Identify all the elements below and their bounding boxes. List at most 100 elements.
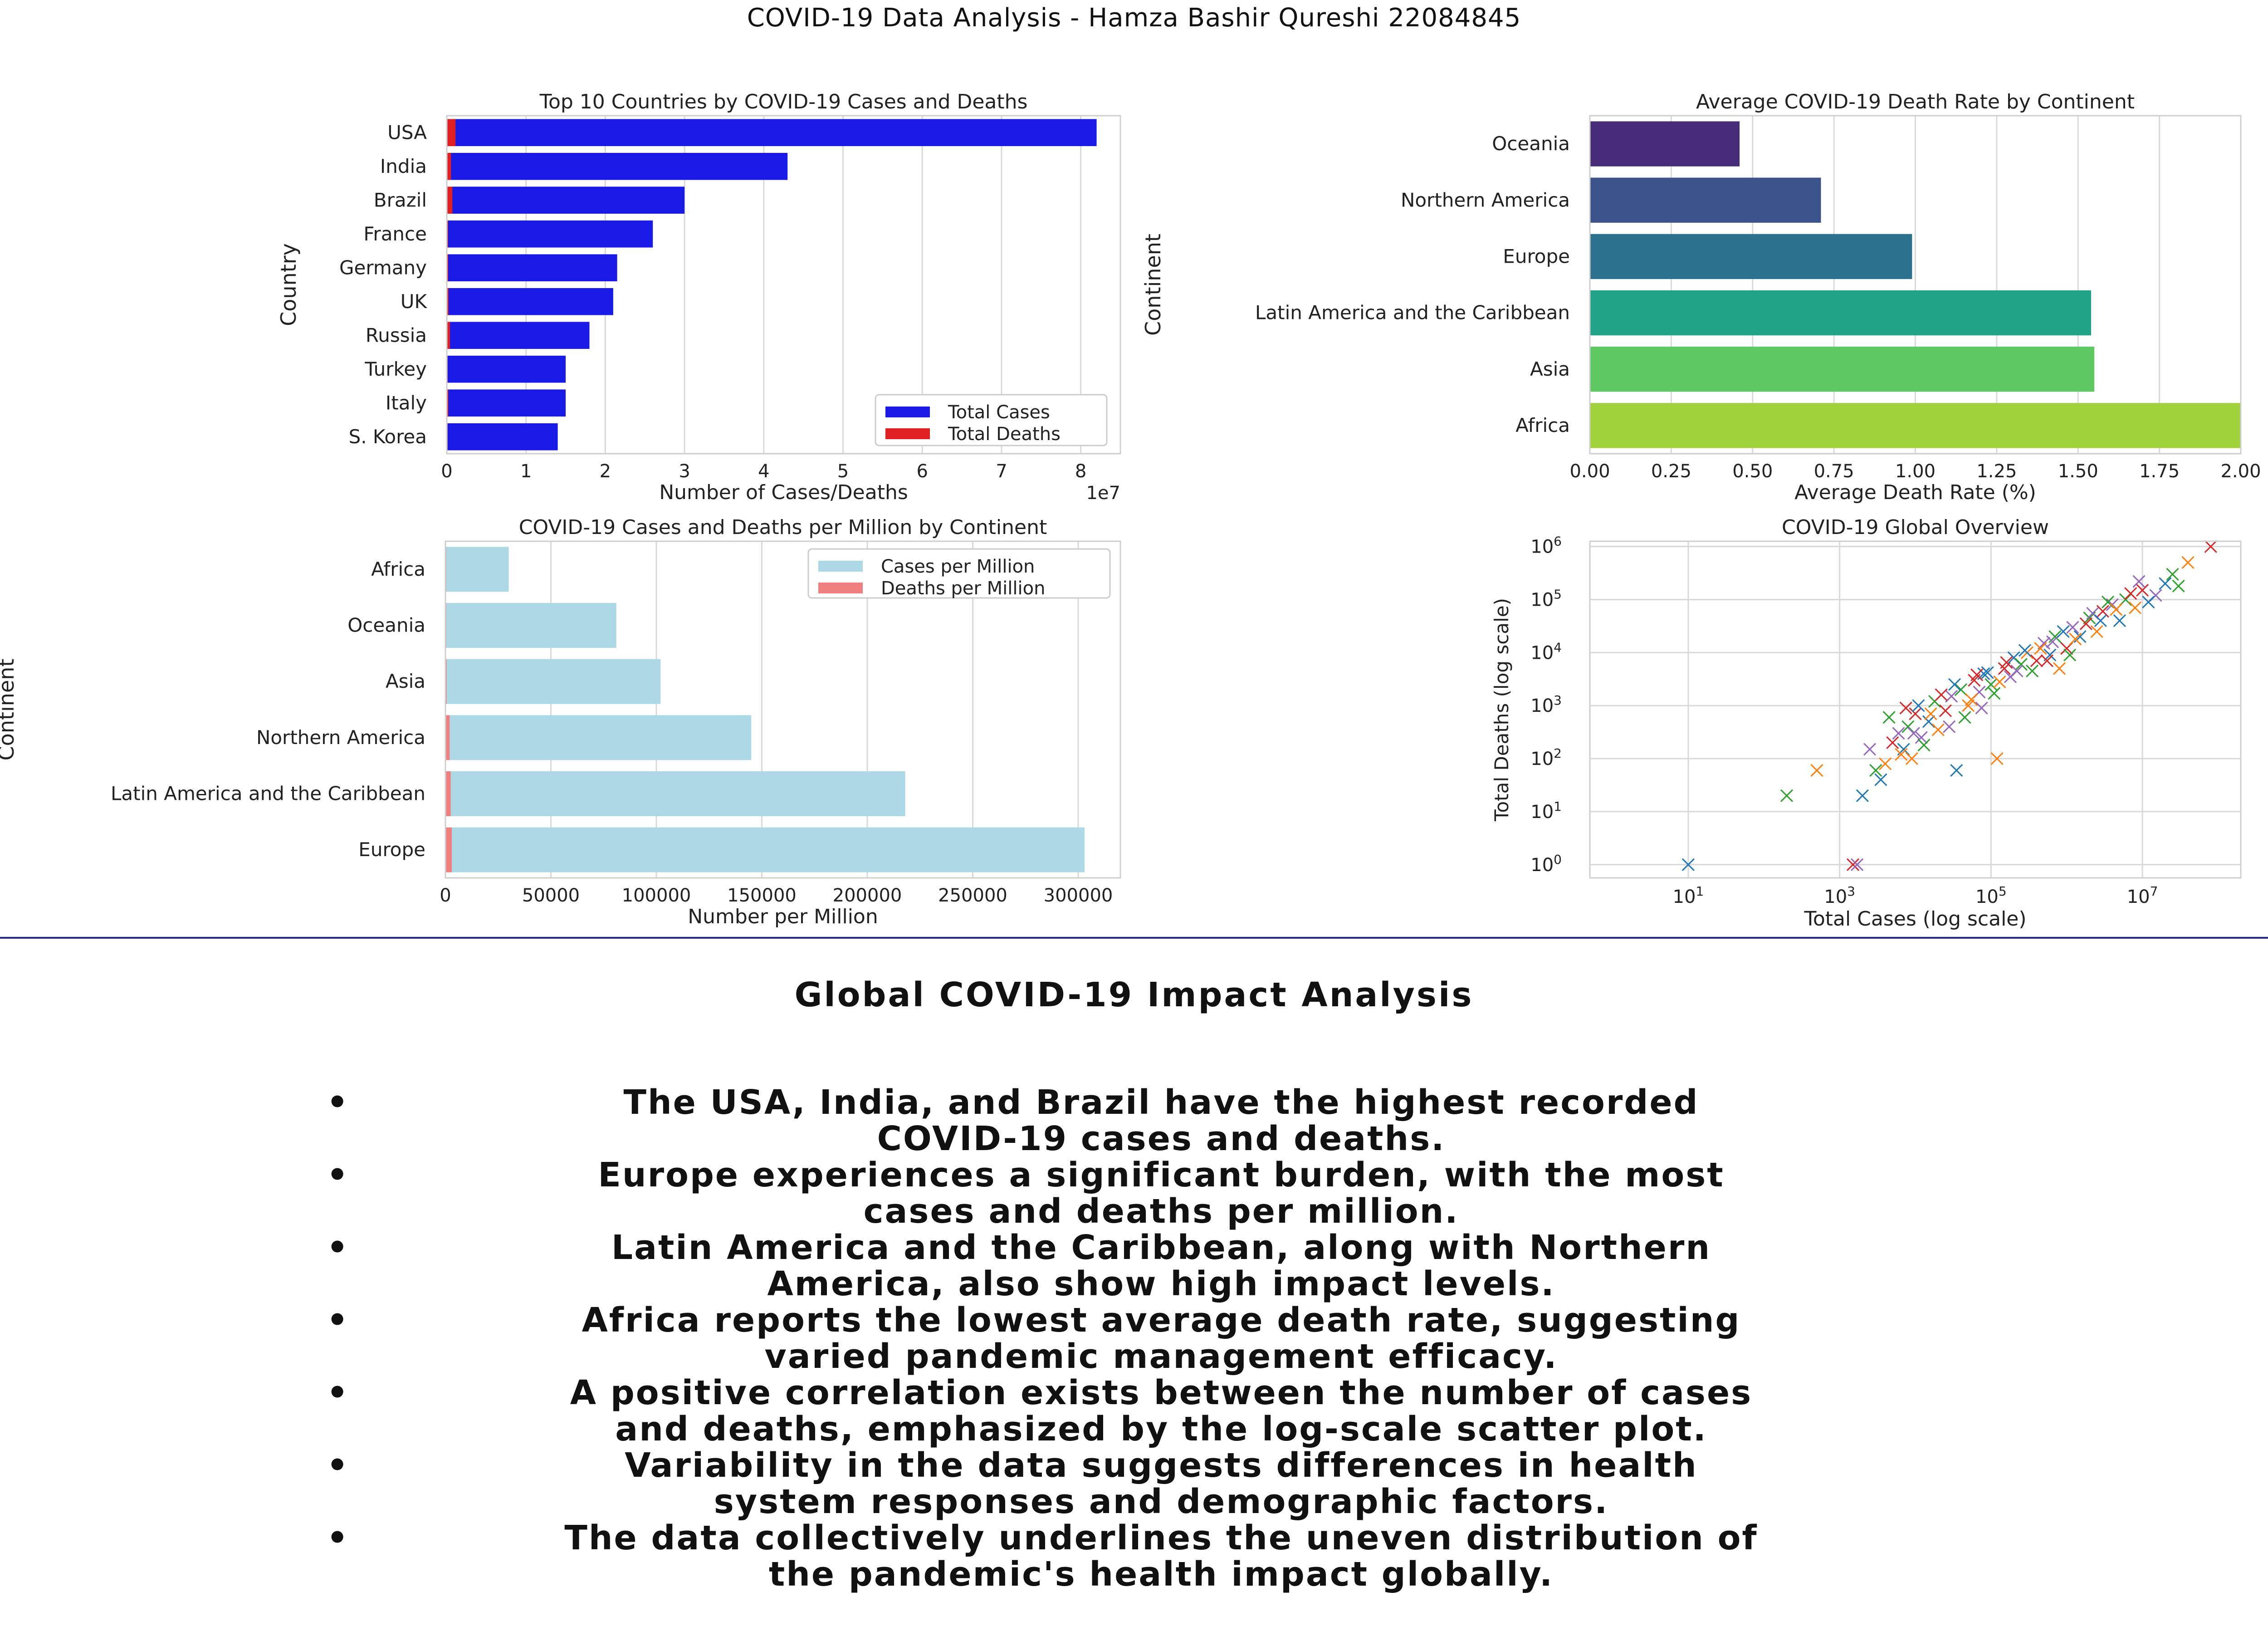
x-tick-label: 6	[917, 461, 928, 482]
x-tick-label: 50000	[522, 885, 580, 906]
scatter-point	[1922, 715, 1935, 728]
plot-frame	[445, 540, 1121, 879]
bar	[447, 220, 653, 248]
scatter-point	[1874, 773, 1887, 786]
y-tick-label: 102	[1530, 746, 1562, 769]
bar	[447, 389, 566, 417]
legend-label: Total Cases	[948, 402, 1050, 423]
bar	[447, 152, 788, 180]
section-divider	[0, 937, 2268, 939]
scatter-point	[1899, 701, 1912, 715]
scatter-point	[1943, 720, 1956, 733]
bullet-icon: •	[327, 1083, 350, 1122]
scatter-point	[1965, 693, 1978, 706]
y-tick-label: 106	[1530, 534, 1562, 558]
scatter-point	[1846, 858, 1860, 871]
y-tick-label: 101	[1530, 799, 1562, 823]
x-tick-label: 0	[440, 885, 451, 906]
bar	[1590, 177, 1821, 223]
scatter-point	[1984, 678, 1998, 691]
scatter-point	[1856, 789, 1869, 802]
scatter-point	[2079, 617, 2092, 630]
y-tick-label: Latin America and the Caribbean	[111, 783, 425, 805]
scatter-point	[1962, 699, 1975, 712]
bar	[1590, 234, 1912, 279]
summary-line: cases and deaths per million.	[863, 1192, 1459, 1231]
summary-line: COVID-19 cases and deaths.	[877, 1119, 1446, 1158]
scatter-point	[1901, 720, 1915, 733]
scatter-point	[2018, 644, 2032, 657]
x-tick-label: 0.75	[1814, 461, 1854, 482]
scatter-point	[2110, 603, 2123, 616]
summary-line: The USA, India, and Brazil have the high…	[623, 1083, 1699, 1122]
plot-frame	[1589, 540, 2242, 879]
scatter-point	[1975, 701, 1988, 715]
legend-swatch	[818, 561, 863, 572]
bar	[445, 547, 509, 592]
y-tick-label: 103	[1530, 693, 1562, 716]
scatter-point	[1810, 764, 1823, 777]
scatter-point	[1909, 707, 1922, 720]
summary-line: Variability in the data suggests differe…	[625, 1446, 1698, 1485]
legend-box	[807, 548, 1111, 599]
scatter-point	[1954, 683, 1968, 696]
y-tick-label: India	[380, 155, 427, 177]
bar	[447, 119, 456, 147]
scatter-point	[1907, 727, 1920, 740]
summary-title: Global COVID-19 Impact Analysis	[794, 975, 1474, 1014]
bar	[447, 186, 453, 214]
y-tick-label: Russia	[366, 324, 427, 346]
chart-title: COVID-19 Cases and Deaths per Million by…	[519, 516, 1047, 539]
bar	[447, 152, 451, 180]
x-tick-label: 103	[1824, 884, 1855, 907]
x-tick-label: 0.50	[1732, 461, 1773, 482]
x-tick-label: 7	[996, 461, 1007, 482]
scatter-point	[1917, 739, 1931, 752]
x-axis-label: Number of Cases/Deaths	[659, 481, 908, 504]
x-tick-label: 101	[1673, 884, 1704, 907]
y-axis-label: Total Deaths (log scale)	[1491, 598, 1513, 822]
y-axis-label: Country	[276, 243, 301, 326]
scatter-point	[2181, 556, 2195, 569]
bar	[447, 254, 617, 282]
bar	[447, 119, 1097, 147]
scatter-point	[1882, 711, 1896, 724]
x-tick-label: 1.00	[1895, 461, 1936, 482]
x-tick-label: 105	[1975, 884, 2007, 907]
x-tick-label: 1.25	[1976, 461, 2017, 482]
bullet-icon: •	[327, 1228, 350, 1267]
x-tick-label: 0.25	[1651, 461, 1691, 482]
scatter-point	[2090, 625, 2103, 638]
scatter-point	[1681, 858, 1695, 871]
scatter-point	[2040, 654, 2053, 667]
x-tick-label: 5	[837, 461, 849, 482]
scatter-point	[2063, 648, 2077, 661]
bar	[447, 322, 450, 349]
bar	[445, 827, 1085, 872]
y-tick-label: Africa	[1515, 414, 1570, 436]
y-tick-label: Oceania	[1492, 132, 1570, 155]
scatter-point	[2069, 632, 2082, 646]
y-tick-label: S. Korea	[349, 426, 427, 448]
bar	[445, 715, 752, 760]
scatter-point	[1851, 858, 1864, 871]
summary-line: A positive correlation exists between th…	[570, 1373, 1753, 1412]
scatter-point	[2128, 601, 2141, 614]
bar	[447, 423, 558, 451]
bullet-icon: •	[327, 1446, 350, 1485]
y-tick-label: Asia	[386, 670, 425, 692]
scatter-point	[2124, 587, 2137, 600]
x-axis-label: Total Cases (log scale)	[1804, 907, 2026, 931]
scatter-point	[1895, 748, 1908, 761]
x-tick-label: 4	[758, 461, 769, 482]
scatter-point	[1915, 731, 1928, 744]
scatter-point	[1993, 675, 2006, 689]
summary-line: The data collectively underlines the une…	[564, 1519, 1758, 1558]
legend-label: Deaths per Million	[881, 578, 1045, 599]
y-tick-label: USA	[387, 121, 427, 143]
y-tick-label: France	[363, 223, 427, 245]
bullet-icon: •	[327, 1373, 350, 1412]
